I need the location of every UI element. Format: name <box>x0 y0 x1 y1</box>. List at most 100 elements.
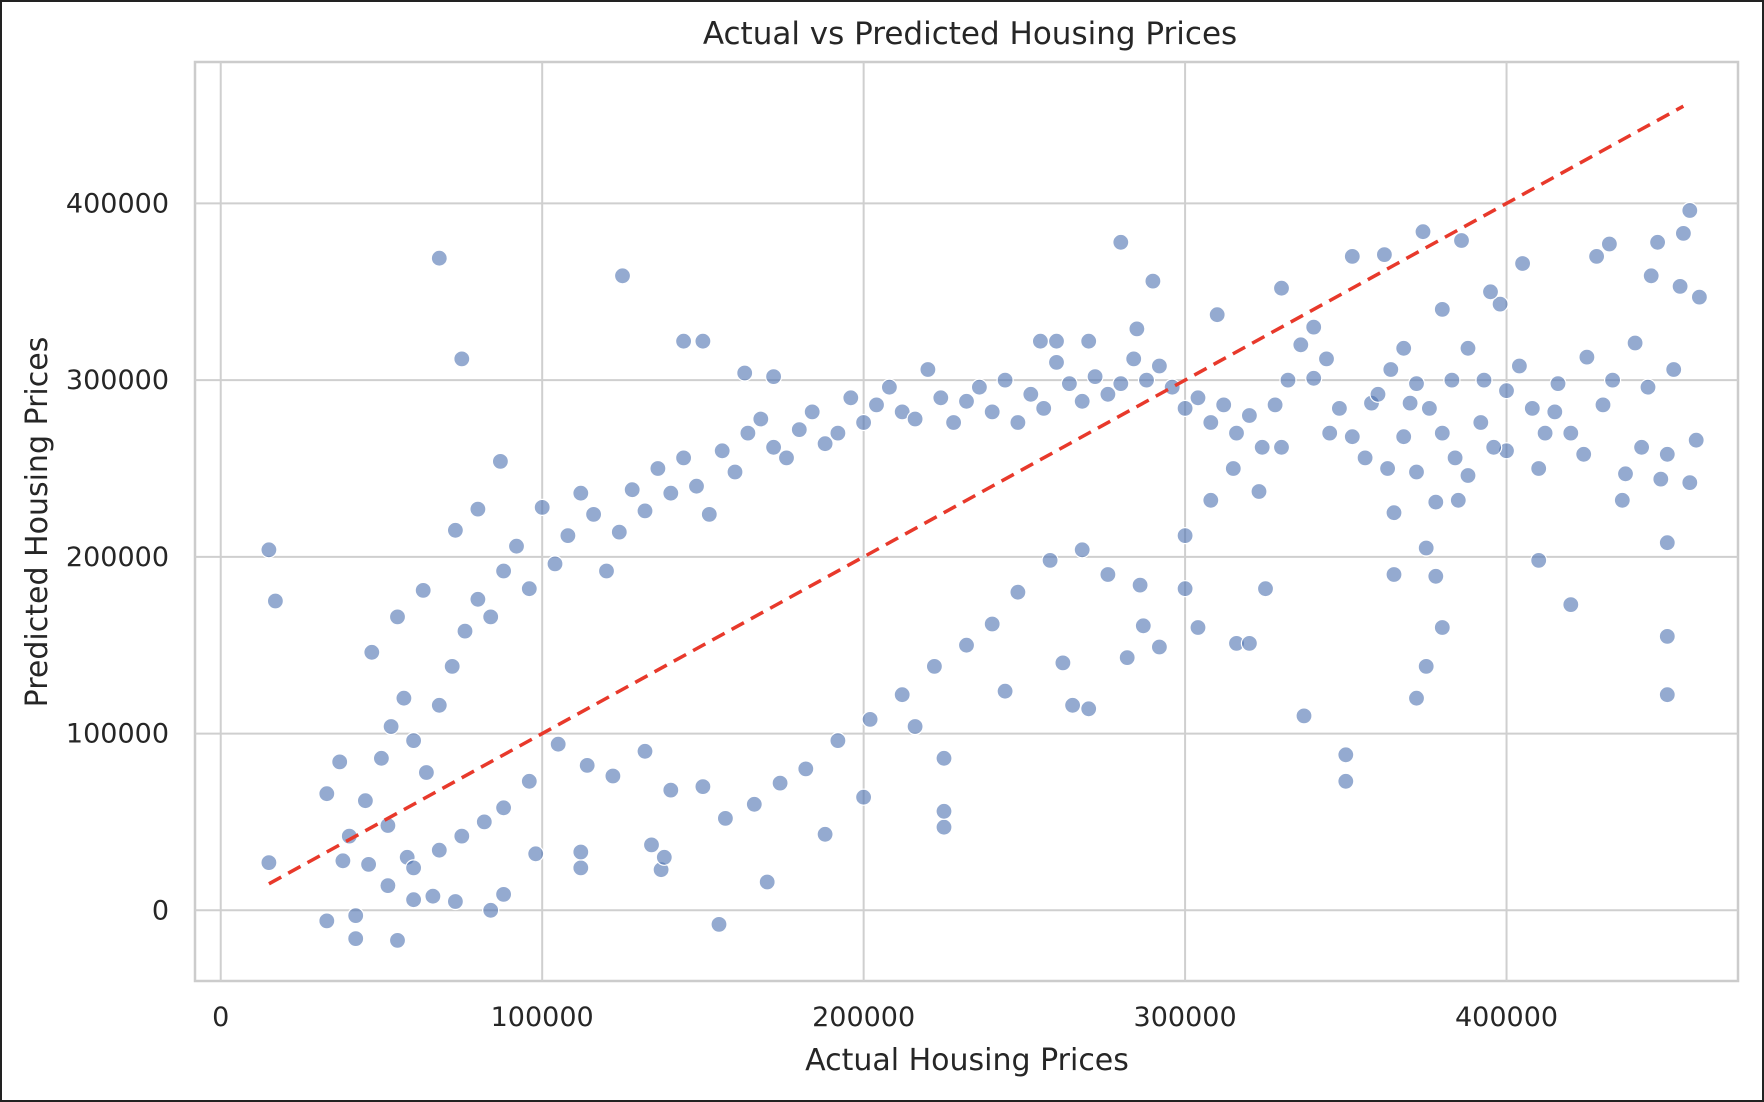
scatter-point <box>443 657 461 676</box>
scatter-point <box>1150 357 1169 375</box>
scatter-point <box>495 562 513 580</box>
scatter-point <box>1330 399 1349 417</box>
scatter-point <box>687 477 706 495</box>
scatter-point <box>1449 491 1467 509</box>
scatter-point <box>1369 385 1387 403</box>
scatter-point <box>266 592 284 610</box>
scatter-point <box>970 378 989 396</box>
scatter-point <box>1080 700 1098 718</box>
scatter-point <box>453 350 471 368</box>
scatter-point <box>1417 539 1435 557</box>
scatter-point <box>1616 465 1635 483</box>
scatter-point <box>906 410 924 428</box>
scatter-point <box>1035 399 1053 417</box>
scatter-point <box>925 657 944 676</box>
scatter-point <box>1681 201 1699 220</box>
scatter-point <box>797 760 815 778</box>
scatter-point <box>360 855 378 874</box>
scatter-point <box>1176 580 1194 598</box>
scatter-point <box>1202 413 1220 432</box>
scatter-point <box>893 403 911 421</box>
y-tick-label: 0 <box>152 895 169 926</box>
scatter-point <box>1047 332 1066 350</box>
scatter-point <box>347 906 365 925</box>
scatter-point <box>482 901 500 919</box>
scatter-point <box>1562 595 1580 614</box>
scatter-point <box>867 396 886 414</box>
scatter-point <box>1407 375 1426 393</box>
scatter-point <box>655 848 673 866</box>
scatter-point <box>1658 445 1676 463</box>
scatter-point <box>546 555 564 573</box>
scatter-point <box>1073 541 1091 559</box>
scatter-point <box>1202 491 1220 509</box>
scatter-point <box>662 781 680 799</box>
scatter-point <box>469 590 487 608</box>
scatter-point <box>1395 339 1413 357</box>
y-ticks: 0 100000 200000 300000 400000 <box>66 188 169 926</box>
scatter-point <box>1112 233 1130 251</box>
scatter-point <box>1459 466 1477 485</box>
scatter-point <box>331 753 349 771</box>
scatter-point <box>1578 348 1596 366</box>
scatter-point <box>1658 627 1676 646</box>
scatter-point <box>1378 459 1397 478</box>
scatter-point <box>1443 371 1461 389</box>
scatter-point <box>347 929 365 948</box>
scatter-point <box>944 413 963 432</box>
scatter-point <box>1427 493 1445 511</box>
scatter-point <box>453 827 471 845</box>
scatter-point <box>1295 707 1313 725</box>
scatter-point <box>1600 235 1619 253</box>
scatter-point <box>363 643 381 661</box>
scatter-point <box>1009 583 1027 601</box>
scatter-point <box>1658 686 1676 704</box>
scatter-point <box>1687 431 1705 449</box>
scatter-point <box>1321 424 1339 442</box>
scatter-point <box>572 843 590 861</box>
scatter-point <box>1497 382 1516 400</box>
scatter-point <box>482 608 500 626</box>
scatter-point <box>533 498 551 516</box>
scatter-point <box>700 505 718 524</box>
y-tick-label: 400000 <box>66 188 169 219</box>
scatter-point <box>1562 424 1580 442</box>
scatter-point <box>1240 406 1259 425</box>
x-tick-label: 300000 <box>1134 1002 1237 1033</box>
scatter-point <box>1681 474 1699 492</box>
scatter-point <box>1118 648 1136 667</box>
scatter-point <box>1639 378 1657 396</box>
scatter-point <box>636 742 654 760</box>
scatter-point <box>578 756 596 775</box>
scatter-point <box>405 891 423 909</box>
scatter-point <box>842 389 860 407</box>
scatter-point <box>1674 224 1693 242</box>
reference-line <box>268 104 1685 886</box>
scatter-point <box>1395 428 1413 446</box>
scatter-point <box>1401 394 1419 412</box>
chart-title: Actual vs Predicted Housing Prices <box>703 16 1237 52</box>
y-tick-label: 200000 <box>66 542 169 573</box>
scatter-point <box>1491 295 1509 313</box>
scatter-point <box>636 502 654 520</box>
scatter-point <box>1475 371 1493 389</box>
scatter-point <box>1530 551 1548 570</box>
scatter-point <box>957 636 976 654</box>
scatter-point <box>1665 360 1683 379</box>
scatter-point <box>1224 459 1242 478</box>
scatter-point <box>1337 746 1355 764</box>
scatter-point <box>430 696 448 714</box>
scatter-point <box>880 378 899 396</box>
scatter-point <box>1549 375 1567 393</box>
scatter-point <box>758 873 776 891</box>
scatter-point <box>1272 279 1291 297</box>
scatter-point <box>957 392 976 410</box>
scatter-point <box>1690 288 1709 306</box>
scatter-point <box>1134 617 1152 635</box>
scatter-point <box>710 915 728 934</box>
scatter-point <box>803 403 821 421</box>
scatter-point <box>318 785 336 803</box>
scatter-point <box>1546 403 1564 421</box>
